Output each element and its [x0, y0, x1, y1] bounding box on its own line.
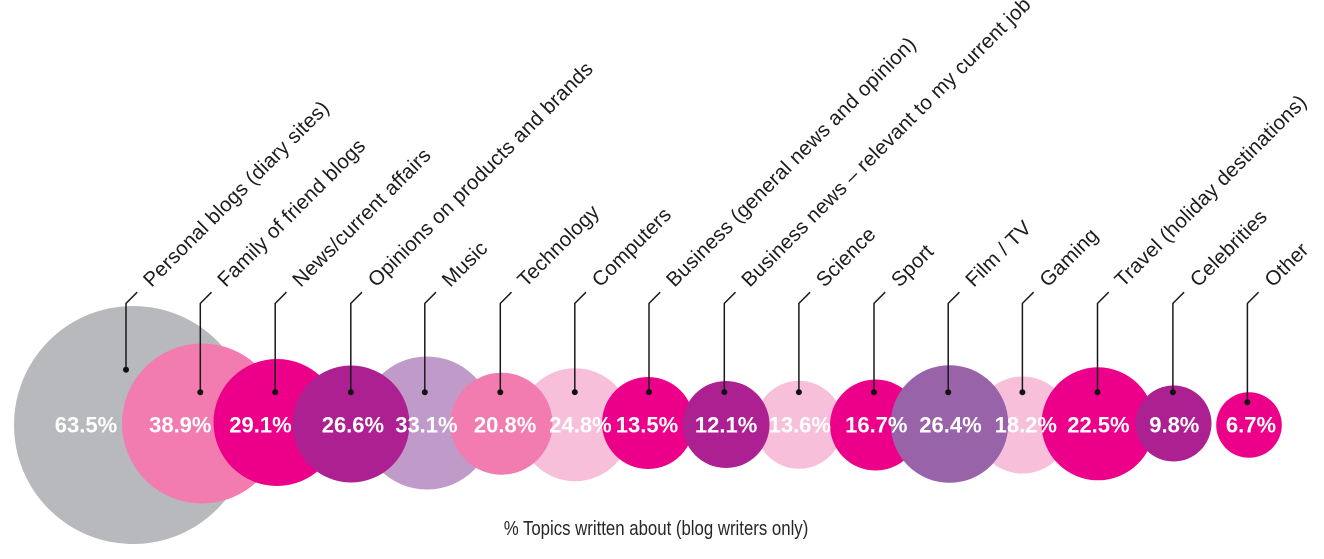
svg-text:18.2%: 18.2%: [995, 412, 1057, 437]
svg-text:38.9%: 38.9%: [149, 412, 211, 437]
svg-text:63.5%: 63.5%: [55, 412, 117, 437]
svg-text:26.4%: 26.4%: [919, 412, 981, 437]
svg-text:6.7%: 6.7%: [1226, 412, 1276, 437]
svg-text:12.1%: 12.1%: [695, 412, 757, 437]
svg-text:13.6%: 13.6%: [769, 412, 831, 437]
svg-text:26.6%: 26.6%: [322, 412, 384, 437]
svg-text:13.5%: 13.5%: [616, 412, 678, 437]
svg-text:16.7%: 16.7%: [845, 412, 907, 437]
svg-text:29.1%: 29.1%: [229, 412, 291, 437]
svg-text:20.8%: 20.8%: [474, 412, 536, 437]
svg-text:22.5%: 22.5%: [1067, 412, 1129, 437]
svg-text:33.1%: 33.1%: [395, 412, 457, 437]
svg-text:24.8%: 24.8%: [549, 412, 611, 437]
svg-text:9.8%: 9.8%: [1149, 412, 1199, 437]
svg-text:% Topics written about (blog w: % Topics written about (blog writers onl…: [504, 518, 809, 540]
